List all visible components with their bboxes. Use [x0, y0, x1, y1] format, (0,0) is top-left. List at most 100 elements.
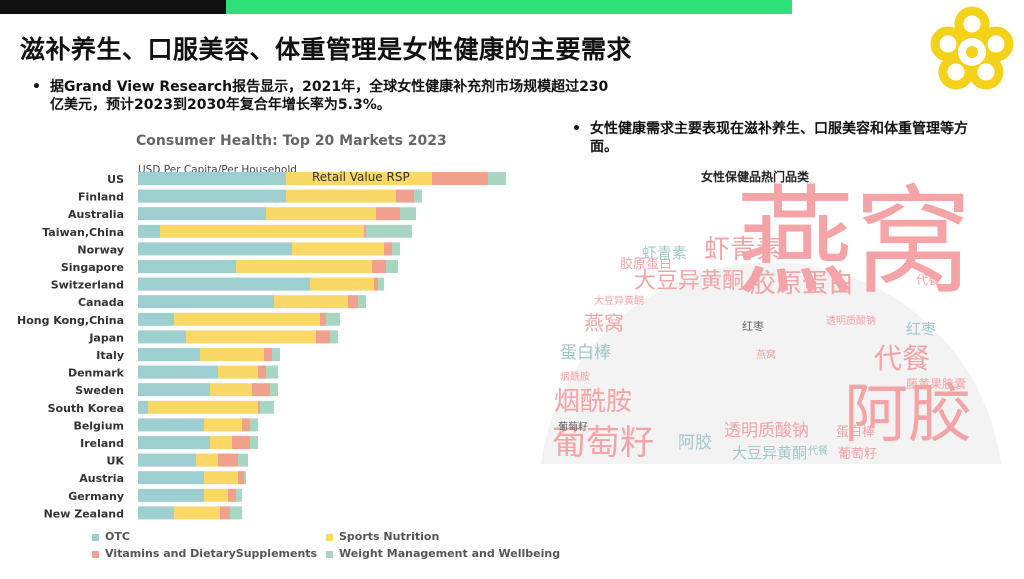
bar-segment [286, 172, 432, 185]
wordcloud-shape [541, 262, 1001, 464]
chart-title: Consumer Health: Top 20 Markets 2023 [136, 133, 447, 149]
bar-segment [330, 330, 338, 344]
legend-item-otc: OTC [92, 530, 130, 543]
bullet-market-size-text: 据Grand View Research报告显示，2021年，全球女性健康补充剂… [50, 79, 609, 113]
category-label: Germany [68, 490, 124, 503]
bar-segment [138, 260, 236, 273]
wordcloud-word: 代餐 [874, 342, 930, 375]
bar-segment [174, 312, 320, 326]
bar-segment [138, 453, 196, 467]
wordcloud-word: 蛋白棒 [836, 424, 875, 440]
bar-segment [378, 277, 384, 291]
wordcloud-word: 红枣 [742, 320, 764, 333]
category-label: Australia [68, 208, 124, 221]
bar-segment [376, 207, 400, 221]
bar-segment [138, 189, 286, 203]
legend-item-weight-management: Weight Management and Wellbeing [326, 547, 560, 560]
legend-swatch [92, 533, 99, 541]
bar-segment [204, 488, 228, 502]
category-label: Hong Kong,China [17, 314, 124, 327]
bar-segment [138, 471, 204, 485]
legend-item-sports-nutrition: Sports Nutrition [326, 530, 439, 543]
bar-segment [138, 330, 186, 344]
legend-swatch [326, 550, 333, 558]
category-label: Ireland [80, 437, 124, 450]
bar-segment [364, 224, 366, 238]
wordcloud-word: 燕窝 [736, 178, 972, 311]
bar-segment [196, 453, 218, 467]
bar-segment [274, 295, 348, 309]
bar-segment [244, 471, 246, 485]
bar-segment [310, 277, 374, 291]
bar-segment [138, 488, 204, 502]
wordcloud-word: 葡萄籽 [558, 420, 588, 433]
top-accent-bar-black [0, 0, 226, 14]
bar-segment [374, 277, 378, 291]
bar-segment [138, 172, 286, 185]
wordcloud-title: 女性保健品热门品类 [700, 170, 809, 184]
bar-segment [138, 418, 204, 432]
bar-segment [292, 242, 384, 256]
bar-segment [238, 471, 244, 485]
bar-segment [258, 365, 266, 379]
bar-segment [432, 172, 488, 185]
wordcloud-word: 烟酰胺 [554, 387, 632, 417]
bar-segment [174, 506, 220, 520]
bar-segment [204, 471, 238, 485]
bar-segment [414, 189, 422, 203]
top-accent-bar-green [226, 0, 792, 14]
bullet-market-size: • 据Grand View Research报告显示，2021年，全球女性健康补… [32, 78, 610, 114]
bar-segment [228, 488, 236, 502]
wordcloud-word: 阿胶 [844, 378, 972, 452]
bar-segment [266, 207, 376, 221]
bar-segment [266, 365, 278, 379]
bar-segment [258, 400, 260, 414]
wordcloud-word: 代餐 [808, 444, 828, 457]
bar-segment [138, 312, 174, 326]
bar-segment [186, 330, 316, 344]
bullet-marker: • [572, 121, 581, 137]
bar-segment [400, 207, 416, 221]
bar-segment [138, 277, 310, 291]
legend-item-vitamins: Vitamins and DietarySupplements [92, 547, 317, 560]
legend-label: Sports Nutrition [339, 530, 440, 543]
bar-segment [138, 436, 210, 449]
bar-segment [138, 348, 200, 361]
bar-segment [236, 488, 242, 502]
category-label: South Korea [48, 402, 124, 415]
bar-segment [320, 312, 326, 326]
bullet-health-needs: • 女性健康需求主要表现在滋补养生、口服美容和体重管理等方面。 [572, 120, 990, 156]
wordcloud-word: 代餐 [916, 272, 940, 287]
bar-segment [218, 365, 258, 379]
wordcloud-word: 葡萄籽 [838, 447, 877, 462]
bar-segment [264, 348, 272, 361]
bar-segment [260, 400, 274, 414]
legend-swatch [92, 550, 99, 558]
bar-segment [488, 172, 506, 185]
chart-annotation: Retail Value RSP [312, 170, 410, 184]
legend-label: Vitamins and DietarySupplements [105, 547, 318, 560]
category-label: UK [107, 455, 125, 468]
bar-segment [392, 242, 400, 256]
bar-segment [138, 400, 148, 414]
bar-segment [250, 418, 258, 432]
legend-label: OTC [105, 530, 130, 543]
bar-segment [138, 207, 266, 221]
category-label: Norway [77, 243, 124, 256]
bullet-health-needs-text: 女性健康需求主要表现在滋补养生、口服美容和体重管理等方面。 [590, 121, 968, 155]
wordcloud-word: 虾青素 [642, 244, 687, 262]
bar-segment [138, 506, 174, 520]
bar-segment [148, 400, 258, 414]
wordcloud-word: 大豆异黄酮 [594, 294, 644, 307]
wordcloud-word: 大豆异黄酮 [634, 269, 744, 294]
category-label: Switzerland [51, 279, 124, 292]
category-label: Taiwan,China [42, 226, 124, 239]
bar-segment [160, 224, 364, 238]
category-label: US [107, 173, 124, 186]
bar-segment [386, 260, 398, 273]
wordcloud-word: 透明质酸钠 [724, 421, 809, 441]
wordcloud-word: 胶原蛋白 [750, 269, 854, 299]
wordcloud-word: 燕窝 [584, 311, 624, 335]
bar-segment [232, 436, 250, 449]
slide-title: 滋补养生、口服美容、体重管理是女性健康的主要需求 [20, 35, 633, 64]
